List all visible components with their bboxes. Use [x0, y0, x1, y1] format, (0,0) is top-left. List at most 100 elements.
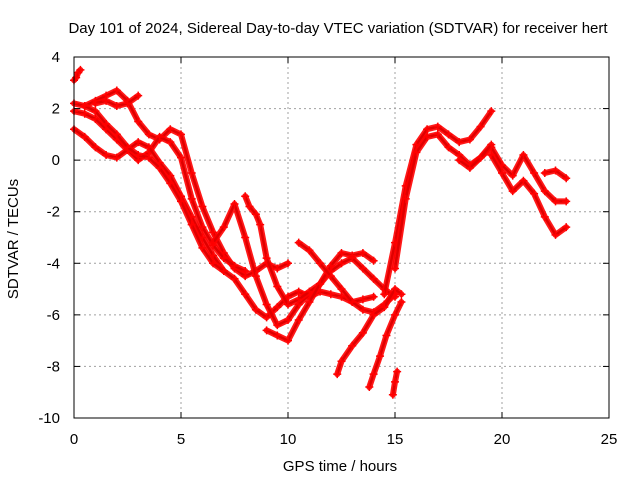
data-point-marker	[241, 290, 250, 299]
data-point-marker	[273, 264, 282, 273]
data-point-marker	[391, 285, 399, 294]
data-point-marker	[134, 117, 143, 126]
data-point-marker	[393, 367, 402, 376]
data-point-marker	[230, 274, 239, 283]
y-tick-label: 4	[52, 49, 60, 66]
data-point-marker	[80, 109, 89, 118]
data-point-marker	[91, 99, 100, 108]
data-point-marker	[144, 143, 153, 152]
data-point-marker	[273, 303, 282, 312]
data-point-marker	[316, 259, 325, 268]
axes: 0 5 10 15 20 25 -10 -8 -6 -4 -2 0 2 4	[38, 49, 617, 448]
data-point-marker	[540, 187, 549, 196]
data-point-marker	[562, 197, 571, 206]
data-point-marker	[380, 290, 389, 299]
data-point-marker	[256, 220, 265, 229]
data-point-marker	[487, 140, 496, 149]
series-line-core	[335, 287, 403, 376]
data-point-marker	[562, 174, 571, 183]
data-point-marker	[219, 223, 228, 232]
data-point-marker	[123, 99, 132, 108]
data-point-marker	[91, 143, 100, 152]
series-line-core	[83, 104, 375, 319]
data-point-marker	[337, 285, 346, 294]
data-point-marker	[187, 169, 196, 178]
series-arc-13	[388, 367, 402, 399]
data-point-marker	[251, 272, 260, 281]
data-point-marker	[476, 153, 485, 162]
data-point-marker	[144, 130, 153, 139]
series-line-core	[457, 143, 493, 170]
data-point-marker	[508, 171, 517, 180]
series-arc-7	[209, 199, 314, 330]
data-point-marker	[358, 328, 367, 337]
data-point-marker	[155, 163, 164, 172]
data-point-marker	[241, 192, 250, 201]
data-point-marker	[369, 274, 378, 283]
data-point-marker	[498, 169, 506, 178]
data-point-marker	[144, 153, 153, 162]
data-point-marker	[551, 197, 560, 206]
data-point-marker	[112, 153, 121, 162]
data-point-marker	[187, 194, 196, 203]
data-point-marker	[305, 297, 314, 306]
data-point-marker	[177, 153, 185, 162]
data-point-marker	[230, 261, 239, 270]
series-arc-9	[262, 248, 378, 345]
data-point-marker	[123, 143, 132, 152]
data-point-marker	[102, 96, 111, 105]
data-series-group	[70, 65, 571, 399]
data-point-marker	[333, 370, 342, 379]
data-point-marker	[316, 279, 325, 288]
data-point-marker	[273, 321, 282, 330]
plot-frame	[73, 56, 610, 419]
data-point-marker	[348, 341, 357, 350]
data-point-marker	[444, 143, 453, 152]
data-point-marker	[369, 256, 378, 265]
data-point-marker	[262, 254, 271, 263]
data-point-marker	[487, 107, 496, 116]
data-point-marker	[358, 248, 367, 257]
data-point-marker	[112, 86, 121, 95]
data-point-marker	[76, 65, 85, 74]
data-point-marker	[262, 326, 271, 335]
data-point-marker	[177, 130, 185, 139]
data-point-marker	[369, 370, 378, 379]
y-tick-label: -6	[47, 307, 60, 324]
data-point-marker	[540, 169, 549, 178]
data-point-marker	[198, 202, 207, 211]
data-point-marker	[433, 130, 442, 139]
y-tick-label: -4	[47, 255, 60, 272]
data-point-marker	[465, 163, 474, 172]
data-point-marker	[209, 238, 218, 247]
data-point-marker	[465, 135, 474, 144]
data-point-marker	[294, 287, 303, 296]
series-arc-12	[365, 297, 406, 392]
data-point-marker	[423, 125, 432, 134]
data-point-marker	[530, 169, 539, 178]
series-arc-6	[91, 91, 143, 110]
data-point-marker	[326, 272, 335, 281]
data-point-marker	[284, 316, 292, 325]
data-point-marker	[455, 138, 464, 147]
data-point-marker	[551, 230, 560, 239]
x-axis-label: GPS time / hours	[283, 458, 397, 475]
data-point-marker	[358, 305, 367, 314]
data-point-marker	[134, 91, 143, 100]
data-point-marker	[365, 383, 374, 392]
data-point-marker	[530, 189, 539, 198]
x-tick-label: 10	[280, 431, 297, 448]
data-point-marker	[382, 331, 391, 340]
x-tick-label: 20	[494, 431, 511, 448]
data-point-marker	[551, 166, 560, 175]
data-point-marker	[391, 310, 399, 319]
data-point-marker	[102, 150, 111, 159]
data-point-marker	[487, 150, 496, 159]
data-point-marker	[80, 132, 89, 141]
series-arc-15	[391, 130, 571, 273]
data-point-marker	[155, 132, 164, 141]
data-point-marker	[284, 259, 292, 268]
data-point-marker	[391, 264, 399, 273]
data-point-marker	[358, 295, 367, 304]
